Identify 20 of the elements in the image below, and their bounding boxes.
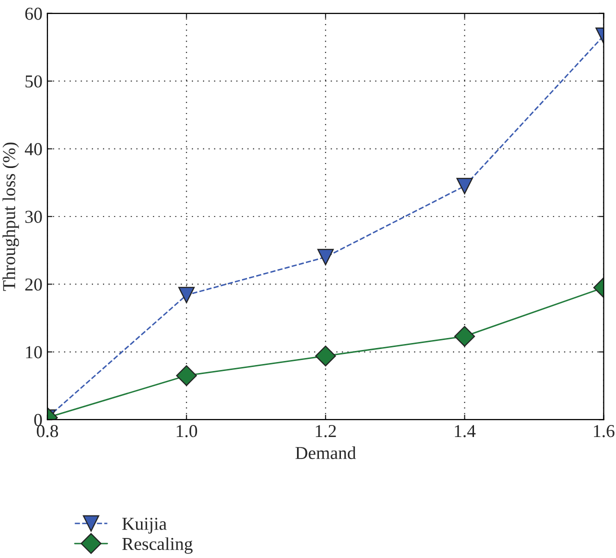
x-tick-label: 1.0 [176, 425, 198, 438]
legend-label: Kuijia [122, 518, 167, 534]
y-axis-title: Throughput loss (%) [2, 142, 19, 291]
y-tick-label: 30 [25, 210, 42, 223]
point [315, 346, 336, 366]
point [178, 286, 195, 304]
y-tick-label: 20 [25, 278, 42, 291]
point [176, 365, 197, 386]
y-tick-label: 40 [24, 143, 42, 156]
y-tick-label: 10 [26, 346, 42, 358]
y-tick-label: 0 [34, 414, 42, 426]
point [317, 248, 334, 266]
y-tick-label: 50 [26, 75, 42, 88]
x-axis-title: Demand [295, 446, 356, 460]
y-tick-label: 60 [25, 8, 42, 20]
x-tick-label: 1.2 [316, 425, 336, 438]
x-tick-label: 1.6 [594, 425, 614, 438]
x-tick-label: 1.4 [454, 425, 476, 438]
legend-label: Rescaling [122, 537, 193, 554]
x-tick-label: 0.8 [36, 425, 58, 438]
